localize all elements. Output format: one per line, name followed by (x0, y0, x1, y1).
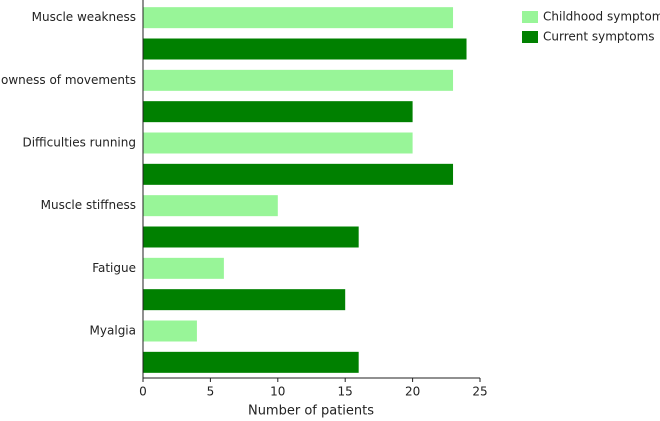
y-tick-label: Fatigue (92, 261, 136, 275)
x-tick-label: 5 (207, 385, 215, 399)
legend-label: Childhood symptoms (543, 10, 660, 24)
x-tick-label: 10 (270, 385, 285, 399)
bar (143, 257, 224, 279)
bar (143, 101, 413, 123)
bar (143, 163, 454, 185)
bar (143, 289, 346, 311)
bar (143, 132, 413, 154)
x-tick-label: 20 (405, 385, 420, 399)
y-tick-label: Muscle weakness (32, 10, 136, 24)
legend-swatch (522, 11, 538, 23)
y-tick-label: Myalgia (90, 324, 136, 338)
x-tick-label: 25 (472, 385, 487, 399)
bar (143, 69, 454, 91)
x-axis-title: Number of patients (248, 404, 374, 419)
bar (143, 195, 278, 217)
bar (143, 38, 467, 60)
x-tick-label: 0 (139, 385, 147, 399)
legend-label: Current symptoms (543, 30, 655, 44)
y-tick-label: Muscle stiffness (41, 198, 136, 212)
y-tick-label: Difficulties running (22, 136, 136, 150)
bar (143, 7, 454, 29)
bar (143, 226, 359, 248)
bar (143, 351, 359, 373)
legend-swatch (522, 31, 538, 43)
bar (143, 320, 197, 342)
x-tick-label: 15 (338, 385, 353, 399)
y-tick-label: Slowness of movements (0, 73, 136, 87)
